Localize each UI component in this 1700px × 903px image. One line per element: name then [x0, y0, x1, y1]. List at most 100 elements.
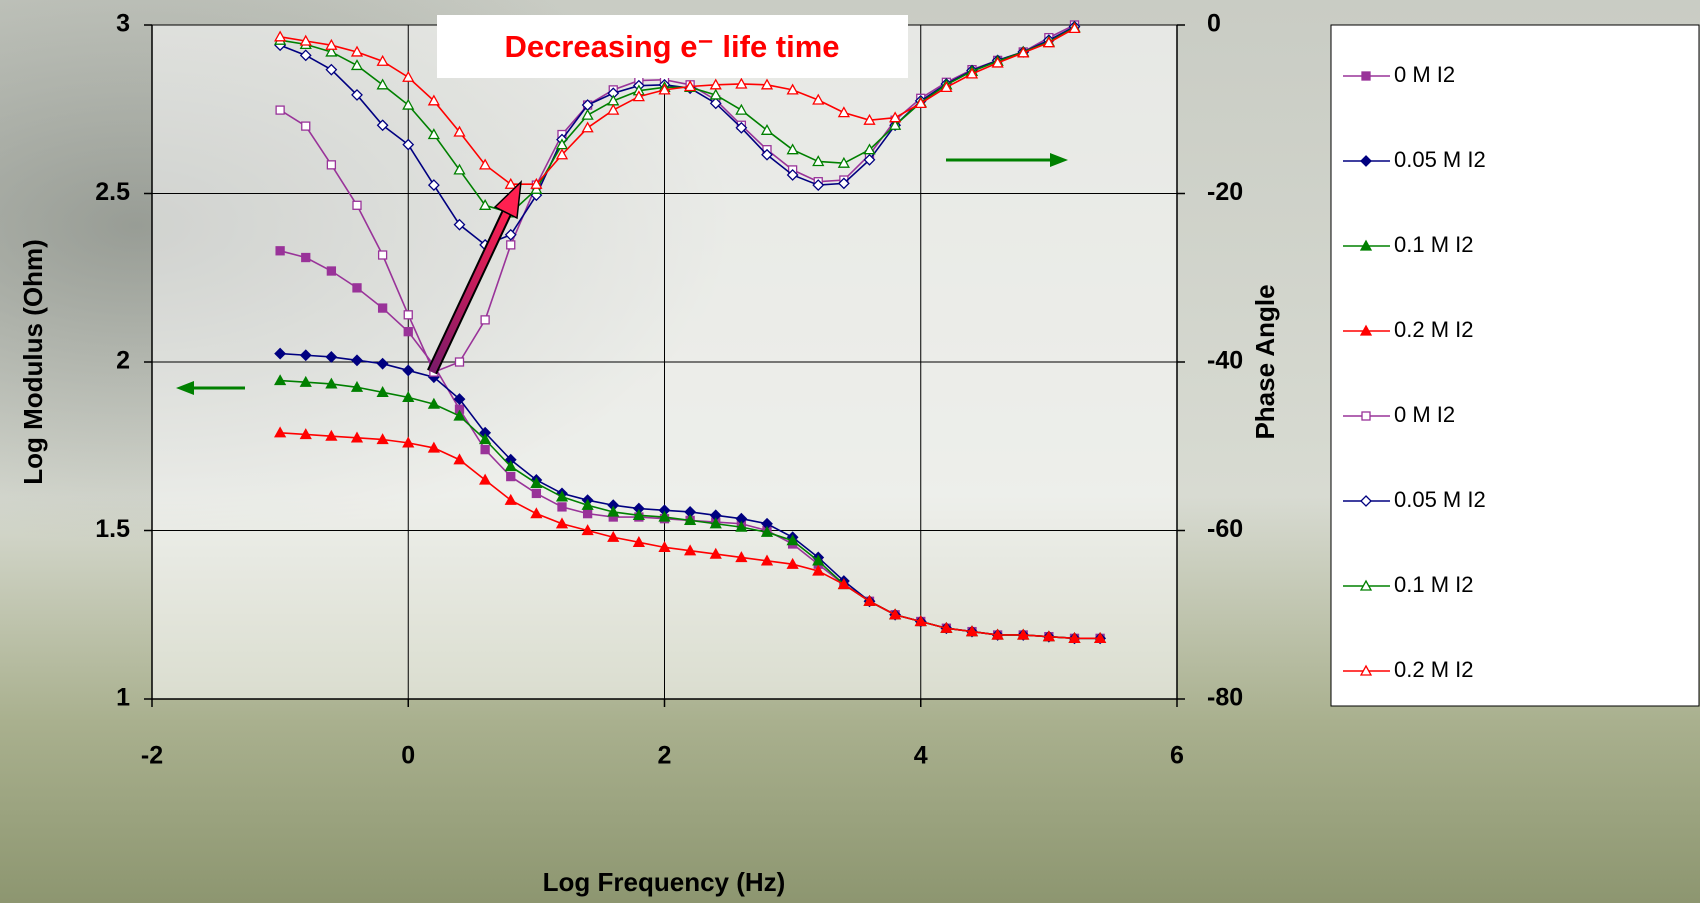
marker: [1094, 632, 1107, 643]
marker: [377, 303, 388, 313]
marker: [991, 628, 1004, 640]
marker: [453, 393, 466, 405]
marker: [684, 514, 697, 526]
marker: [658, 83, 671, 95]
marker: [325, 63, 338, 76]
marker: [786, 143, 799, 155]
marker: [709, 88, 722, 100]
marker: [376, 119, 389, 132]
marker: [555, 148, 569, 160]
marker: [837, 156, 850, 168]
marker: [581, 524, 594, 536]
marker: [299, 349, 312, 362]
series: [274, 22, 1081, 189]
annotation: Decreasing e⁻ life time: [504, 29, 839, 64]
marker: [658, 541, 671, 552]
x-tick-label: 6: [1170, 742, 1184, 770]
marker: [301, 121, 311, 131]
marker: [479, 473, 492, 485]
marker: [812, 564, 825, 576]
y2-axis-title: Phase Angle: [1250, 284, 1280, 439]
legend-label: 0.1 M I2: [1394, 572, 1473, 597]
marker: [479, 198, 492, 210]
marker: [376, 78, 389, 90]
marker: [376, 433, 389, 445]
marker: [531, 488, 542, 499]
y2-tick-label: -80: [1207, 684, 1243, 712]
marker: [786, 83, 799, 95]
marker: [325, 45, 338, 57]
marker: [530, 507, 543, 519]
marker: [480, 444, 490, 455]
marker: [504, 228, 517, 241]
y-tick-label: 1.5: [95, 515, 130, 543]
marker: [709, 547, 722, 559]
y2-tick-label: -60: [1207, 515, 1243, 543]
marker: [555, 517, 569, 529]
marker: [1068, 632, 1081, 643]
marker: [581, 108, 594, 120]
marker: [274, 374, 287, 386]
marker: [914, 615, 927, 627]
marker: [350, 59, 364, 71]
marker: [274, 30, 287, 42]
marker: [582, 508, 593, 519]
y2-tick-label: -20: [1207, 178, 1243, 206]
marker: [352, 283, 362, 293]
marker: [965, 625, 979, 637]
marker: [607, 103, 620, 115]
marker: [402, 138, 415, 151]
marker: [965, 67, 979, 79]
series: [274, 347, 1107, 645]
marker: [351, 354, 363, 367]
marker: [427, 441, 440, 453]
arrow-head: [176, 381, 194, 395]
marker: [350, 45, 364, 57]
y-indicator: [176, 381, 245, 395]
marker: [402, 391, 415, 403]
marker: [454, 357, 465, 367]
marker: [377, 250, 388, 260]
marker: [376, 385, 389, 397]
marker: [709, 517, 722, 529]
marker: [709, 97, 722, 110]
marker: [325, 38, 338, 50]
marker: [607, 530, 620, 542]
marker: [607, 505, 620, 517]
x-tick-label: -2: [141, 742, 163, 770]
legend: 0 M I2 0.05 M I2 0.1 M I2 0.2 M I2 0 M I2 0.0…: [1343, 62, 1486, 682]
marker: [506, 240, 516, 250]
marker: [299, 34, 312, 46]
legend-label: 0 M I2: [1394, 62, 1455, 87]
legend-marker: [1361, 411, 1371, 421]
legend-marker: [1359, 664, 1373, 676]
y2-indicator: [946, 153, 1068, 167]
marker: [325, 429, 338, 441]
legend-marker: [1359, 239, 1373, 251]
marker: [299, 49, 312, 62]
marker: [735, 520, 748, 532]
marker: [299, 428, 312, 440]
marker: [889, 608, 902, 620]
marker: [837, 106, 850, 118]
marker: [837, 177, 850, 190]
y2-tick-label: -40: [1207, 347, 1243, 375]
legend-label: 0.1 M I2: [1394, 232, 1473, 257]
marker: [376, 357, 389, 370]
y-tick-label: 3: [116, 10, 130, 38]
legend-marker: [1360, 495, 1372, 507]
y-tick-label: 2.5: [95, 178, 130, 206]
marker: [889, 111, 902, 123]
marker: [1068, 22, 1081, 34]
marker: [453, 453, 466, 465]
legend-box: [1330, 24, 1700, 707]
marker: [786, 534, 799, 546]
marker: [376, 54, 389, 66]
phase-arrow: [427, 180, 522, 375]
marker: [351, 89, 363, 101]
marker: [427, 128, 440, 140]
marker: [889, 118, 902, 130]
marker: [786, 169, 799, 181]
arrow-head: [493, 180, 522, 220]
